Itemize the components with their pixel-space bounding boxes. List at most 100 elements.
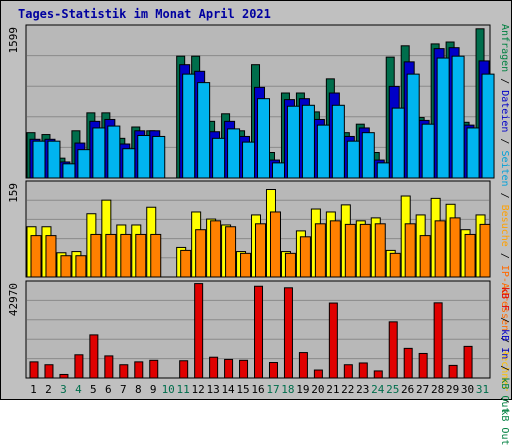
bar-seiten-day-6 [107, 125, 121, 179]
bar-besuche-day-6 [105, 233, 117, 278]
bar-kb-f-day-26 [403, 347, 413, 379]
x-tick-day-22: 22 [341, 383, 354, 396]
bar-besuche-day-3 [60, 255, 72, 278]
bar-besuche-day-8 [135, 233, 147, 278]
bar-besuche-day-26 [404, 223, 416, 278]
bar-kb-f-day-27 [418, 352, 428, 379]
legend-text: / [499, 132, 510, 151]
bar-seiten-day-28 [436, 57, 450, 179]
bar-besuche-day-16 [255, 223, 267, 278]
bar-kb-f-day-16 [254, 285, 264, 379]
legend-text: Dateien [499, 90, 510, 133]
y-max-label-visits: 159 [7, 183, 20, 203]
legend-text: Besuche [499, 204, 510, 247]
legend-text: / [499, 186, 510, 205]
bar-besuche-day-27 [419, 235, 431, 278]
bar-kb-f-day-5 [89, 334, 99, 379]
legend-traffic: kB F / kB In / kB Out [499, 287, 510, 413]
x-tick-day-12: 12 [192, 383, 205, 396]
x-tick-day-1: 1 [30, 383, 37, 396]
bar-kb-f-day-28 [433, 302, 443, 379]
x-tick-day-18: 18 [281, 383, 294, 396]
bar-besuche-day-1 [30, 235, 42, 278]
bar-seiten-day-5 [92, 127, 106, 179]
x-tick-day-28: 28 [431, 383, 444, 396]
bar-kb-f-day-9 [149, 359, 159, 379]
bar-besuche-day-7 [120, 233, 132, 278]
bar-besuche-day-11 [180, 249, 192, 278]
bar-seiten-day-27 [421, 123, 435, 179]
bar-seiten-day-20 [316, 124, 330, 179]
x-tick-day-26: 26 [401, 383, 414, 396]
bar-besuche-day-31 [479, 223, 491, 278]
x-tick-day-5: 5 [90, 383, 97, 396]
bar-kb-f-day-20 [313, 369, 323, 379]
bar-kb-f-day-1 [29, 361, 39, 379]
x-tick-day-23: 23 [356, 383, 369, 396]
bar-kb-f-day-23 [358, 362, 368, 379]
bar-besuche-day-29 [449, 217, 461, 278]
x-tick-day-19: 19 [296, 383, 309, 396]
x-tick-day-11: 11 [177, 383, 190, 396]
bar-besuche-day-20 [314, 223, 326, 278]
bar-seiten-day-30 [466, 127, 480, 179]
bar-kb-f-day-29 [448, 364, 458, 379]
legend-text: kB F [499, 287, 510, 312]
bar-seiten-day-3 [62, 163, 76, 179]
bar-besuche-day-4 [75, 255, 87, 278]
x-tick-day-6: 6 [105, 383, 112, 396]
bar-kb-f-day-30 [463, 345, 473, 379]
x-tick-day-21: 21 [326, 383, 339, 396]
bar-besuche-day-25 [389, 252, 401, 278]
legend-text: kB In [499, 329, 510, 360]
x-tick-day-17: 17 [266, 383, 279, 396]
x-tick-day-2: 2 [45, 383, 52, 396]
x-tick-day-30: 30 [461, 383, 474, 396]
bar-besuche-day-23 [359, 223, 371, 278]
bar-seiten-day-21 [331, 104, 345, 179]
x-tick-day-3: 3 [60, 383, 67, 396]
bar-besuche-day-28 [434, 220, 446, 278]
x-tick-day-24: 24 [371, 383, 385, 396]
bar-kb-f-day-24 [373, 370, 383, 379]
bar-seiten-day-22 [346, 140, 360, 179]
bar-seiten-day-12 [197, 82, 211, 179]
bar-kb-f-day-21 [328, 302, 338, 379]
bar-besuche-day-24 [374, 223, 386, 278]
legend-text: / [499, 246, 510, 265]
x-tick-day-31: 31 [476, 383, 489, 396]
bar-kb-f-day-13 [209, 356, 219, 379]
x-tick-day-25: 25 [386, 383, 399, 396]
x-tick-day-20: 20 [311, 383, 324, 396]
bar-besuche-day-14 [225, 226, 237, 278]
bar-besuche-day-19 [299, 236, 311, 278]
bar-seiten-day-15 [242, 141, 256, 179]
x-tick-day-16: 16 [251, 383, 264, 396]
bar-besuche-day-9 [150, 233, 162, 278]
bar-seiten-day-24 [376, 162, 390, 179]
bar-kb-f-day-22 [343, 364, 353, 379]
y-max-label-requests: 1599 [7, 27, 20, 54]
legend-text: / [499, 72, 510, 91]
bar-seiten-day-26 [406, 73, 420, 179]
bar-seiten-day-14 [227, 128, 241, 179]
bar-seiten-day-19 [301, 104, 315, 179]
bar-besuche-day-18 [284, 252, 296, 278]
bar-seiten-day-9 [152, 135, 166, 179]
y-max-label-traffic: 42970 [7, 283, 20, 316]
legend-text: / [499, 311, 510, 330]
chart-title: Tages-Statistik im Monat April 2021 [18, 7, 271, 21]
bar-besuche-day-12 [195, 229, 207, 278]
bar-kb-f-day-2 [44, 364, 54, 379]
x-tick-day-13: 13 [206, 383, 219, 396]
x-tick-day-10: 10 [162, 383, 175, 396]
bar-kb-f-day-12 [194, 283, 204, 379]
bar-seiten-day-7 [122, 148, 136, 179]
bar-kb-f-day-6 [104, 355, 114, 379]
bar-besuche-day-30 [464, 233, 476, 278]
bar-besuche-day-2 [45, 235, 57, 278]
x-tick-day-27: 27 [416, 383, 429, 396]
x-tick-day-29: 29 [446, 383, 459, 396]
bar-kb-f-day-14 [224, 358, 234, 379]
bar-besuche-day-21 [329, 220, 341, 278]
